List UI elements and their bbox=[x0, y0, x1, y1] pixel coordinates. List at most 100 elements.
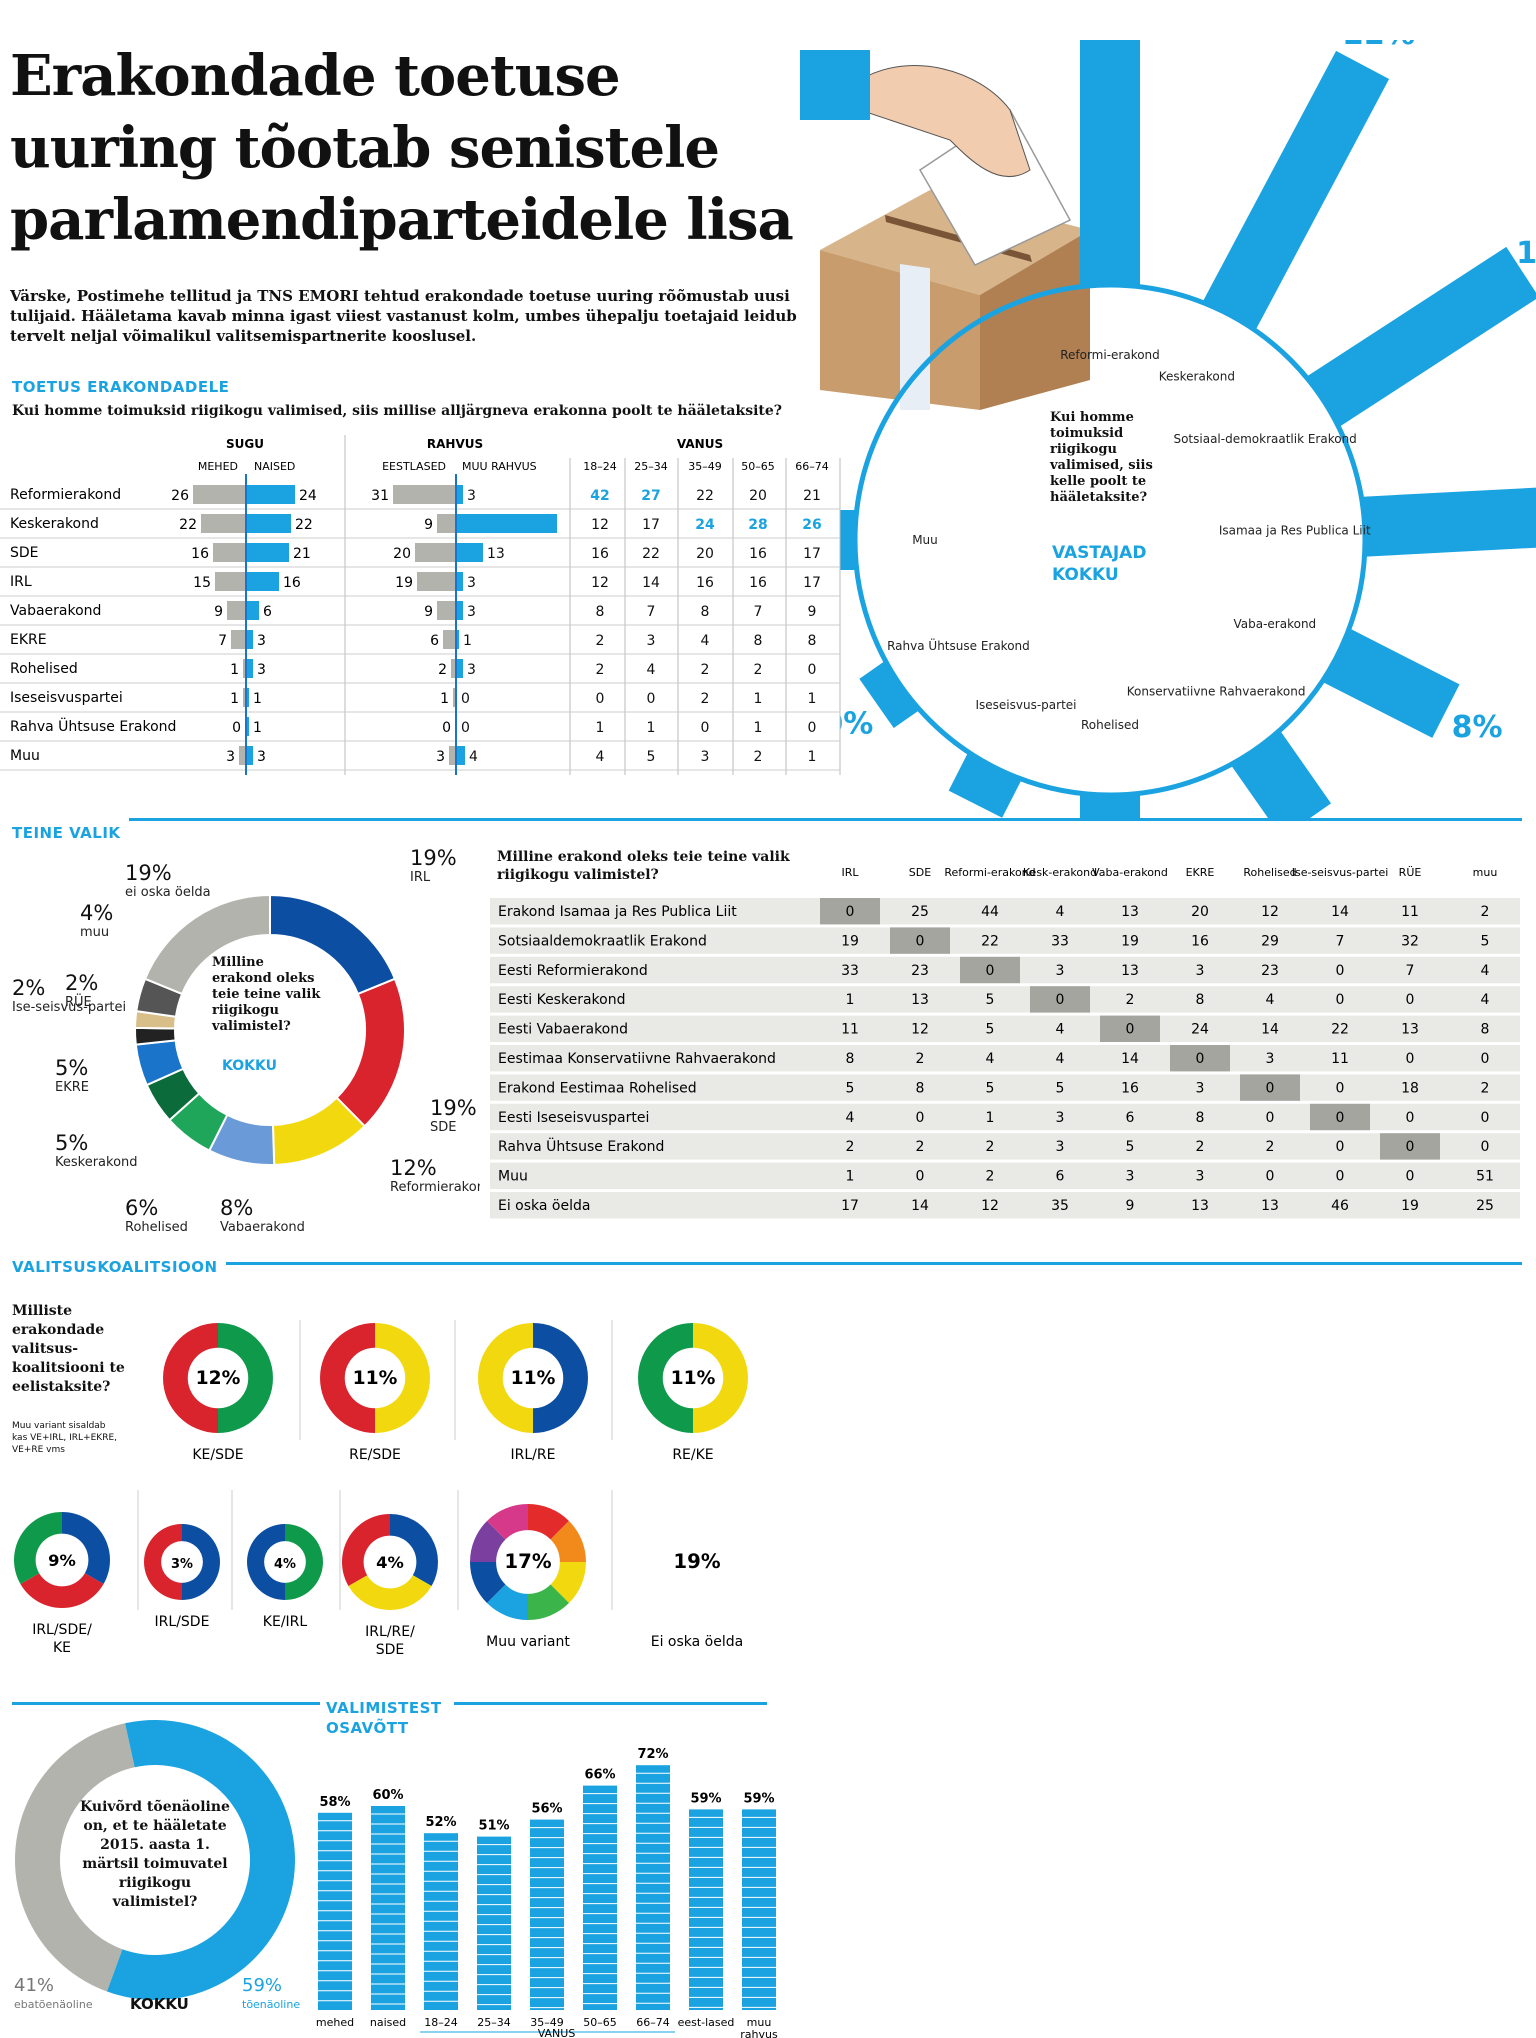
coalition-ring-segment bbox=[163, 1323, 218, 1433]
turnout-bar-value: 51% bbox=[478, 1819, 509, 1834]
matrix-value: 1 bbox=[986, 1110, 995, 1126]
coalition-label: IRL/RE/ bbox=[365, 1624, 415, 1640]
matrix-value: 0 bbox=[1266, 1110, 1275, 1126]
matrix-value: 13 bbox=[1191, 1198, 1209, 1214]
coalition-ring-segment bbox=[62, 1512, 110, 1584]
matrix-value: 3 bbox=[1196, 963, 1205, 979]
matrix-value: 4 bbox=[1266, 992, 1275, 1008]
matrix-value: 17 bbox=[841, 1198, 859, 1214]
bar-naised bbox=[247, 543, 289, 562]
bar-muu-rahvus bbox=[457, 543, 483, 562]
coalition-ring-segment bbox=[144, 1524, 182, 1600]
value-naised: 6 bbox=[263, 604, 272, 620]
radial-bar-group bbox=[1080, 40, 1140, 285]
value-age: 26 bbox=[802, 517, 821, 533]
value-eestlased: 20 bbox=[393, 546, 411, 562]
matrix-row-bg bbox=[490, 1074, 1520, 1101]
radial-bar bbox=[1203, 50, 1390, 329]
header-rahvus: RAHVUS bbox=[427, 437, 483, 451]
bar-mehed bbox=[227, 601, 245, 620]
matrix-value: 1 bbox=[846, 992, 855, 1008]
value-age: 2 bbox=[596, 662, 605, 678]
matrix-value: 4 bbox=[1056, 1051, 1065, 1067]
matrix-value: 0 bbox=[1481, 1051, 1490, 1067]
bar-naised bbox=[247, 601, 259, 620]
donut-pct: 12% bbox=[390, 1156, 437, 1180]
value-naised: 3 bbox=[257, 633, 266, 649]
radial-party-label: Muu bbox=[912, 533, 938, 547]
coalition-ring-segment bbox=[218, 1323, 273, 1433]
donut-pct: 19% bbox=[430, 1096, 477, 1120]
bar-mehed bbox=[193, 485, 245, 504]
bar-eestlased bbox=[437, 601, 455, 620]
value-age: 1 bbox=[754, 691, 763, 707]
value-age: 2 bbox=[754, 749, 763, 765]
coalition-pct: 11% bbox=[511, 1368, 556, 1389]
value-age: 16 bbox=[591, 546, 609, 562]
matrix-col-label: Rohelised bbox=[1243, 866, 1296, 879]
matrix-value: 14 bbox=[1261, 1022, 1279, 1038]
matrix-value: 12 bbox=[981, 1198, 999, 1214]
bar-mehed bbox=[239, 746, 245, 765]
coalition-pct: 4% bbox=[274, 1557, 296, 1572]
turnout-bar-value: 56% bbox=[531, 1802, 562, 1817]
value-age: 16 bbox=[696, 575, 714, 591]
matrix-row-label: Erakond Eestimaa Rohelised bbox=[498, 1080, 697, 1096]
value-age: 1 bbox=[647, 720, 656, 736]
matrix-value: 11 bbox=[1401, 904, 1419, 920]
value-naised: 21 bbox=[293, 546, 311, 562]
coalition-label: RE/SDE bbox=[349, 1447, 401, 1463]
value-age: 2 bbox=[701, 691, 710, 707]
coalition-ring-segment bbox=[486, 1504, 528, 1540]
bar-naised bbox=[247, 746, 253, 765]
matrix-row-bg bbox=[490, 1045, 1520, 1072]
value-age: 14 bbox=[642, 575, 660, 591]
matrix-value: 9 bbox=[1126, 1198, 1135, 1214]
turnout-likely-label: tõenäoline bbox=[242, 1998, 301, 2011]
matrix-value: 29 bbox=[1261, 933, 1279, 949]
donut-pct: 2% bbox=[65, 971, 98, 995]
matrix-value: 0 bbox=[1406, 992, 1415, 1008]
coalition-ring-segment bbox=[478, 1323, 533, 1433]
radial-party-label: Isamaa ja Res Publica Liit bbox=[1219, 523, 1371, 537]
matrix-self-cell bbox=[1100, 1015, 1160, 1042]
value-mehed: 16 bbox=[191, 546, 209, 562]
vanus-group-label: VANUS bbox=[538, 2027, 576, 2038]
turnout-donut-segment bbox=[106, 1720, 295, 2000]
header-age: 50–65 bbox=[741, 460, 775, 473]
turnout-bar-value: 52% bbox=[425, 1815, 456, 1830]
matrix-value: 0 bbox=[1336, 1169, 1345, 1185]
divider-coalition bbox=[12, 1262, 1522, 1265]
value-age: 24 bbox=[695, 517, 715, 533]
lead-paragraph: Värske, Postimehe tellitud ja TNS EMORI … bbox=[10, 287, 797, 345]
turnout-bar-label: eest-lased bbox=[678, 2016, 735, 2029]
radial-bar bbox=[1080, 795, 1140, 820]
bar-muu-rahvus bbox=[457, 485, 463, 504]
value-eestlased: 9 bbox=[424, 517, 433, 533]
donut-segment bbox=[335, 977, 406, 1128]
turnout-bar-value: 66% bbox=[584, 1768, 615, 1783]
matrix-question: Milline erakond oleks teie teine valik r… bbox=[497, 849, 790, 883]
donut-label: Ise-seisvus-partei bbox=[12, 1000, 126, 1015]
coalition-label: IRL/SDE/ bbox=[32, 1622, 92, 1638]
header-vanus: VANUS bbox=[677, 437, 723, 451]
radial-bar bbox=[948, 753, 1021, 818]
matrix-row-bg bbox=[490, 898, 1520, 925]
matrix-row-bg bbox=[490, 986, 1520, 1013]
matrix-value: 0 bbox=[1481, 1110, 1490, 1126]
section-title-turnout: VALIMISTEST OSAVÕTT bbox=[320, 1696, 454, 1740]
matrix-row-label: Ei oska öelda bbox=[498, 1198, 590, 1214]
matrix-row-label: Eesti Vabaerakond bbox=[498, 1022, 628, 1038]
coalition-pct: 19% bbox=[673, 1550, 720, 1573]
bar-muu-rahvus bbox=[457, 514, 557, 533]
coalition-ring-segment bbox=[693, 1323, 748, 1433]
turnout-bar-label: 35–49 bbox=[530, 2016, 564, 2029]
value-age: 4 bbox=[596, 749, 605, 765]
matrix-row-bg bbox=[490, 1192, 1520, 1219]
turnout-bar-value: 59% bbox=[690, 1791, 721, 1806]
turnout-bar bbox=[742, 1809, 776, 2010]
matrix-value: 8 bbox=[1196, 1110, 1205, 1126]
matrix-value: 4 bbox=[1056, 904, 1065, 920]
coalition-pct: 17% bbox=[504, 1550, 551, 1573]
matrix-value: 8 bbox=[916, 1080, 925, 1096]
